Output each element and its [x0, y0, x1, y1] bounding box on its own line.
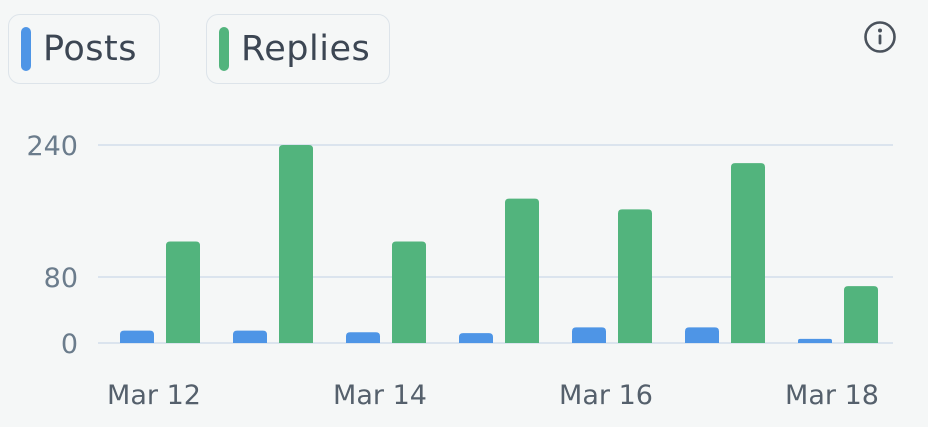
x-tick-label: Mar 16 — [559, 380, 653, 411]
legend-item-posts[interactable]: Posts — [8, 14, 160, 84]
legend-label-replies: Replies — [241, 29, 371, 69]
replies-bar-mar-17 — [731, 163, 765, 343]
legend: Posts Replies — [8, 14, 390, 84]
x-tick-label: Mar 12 — [107, 380, 201, 411]
y-tick-label: 240 — [26, 131, 78, 162]
replies-bar-mar-16 — [618, 209, 652, 343]
posts-bar-mar-18 — [798, 338, 832, 343]
x-tick-label: Mar 18 — [785, 380, 879, 411]
legend-label-posts: Posts — [43, 29, 137, 69]
y-tick-label: 0 — [61, 329, 78, 360]
replies-bar-mar-12 — [166, 241, 200, 343]
replies-bar-mar-13 — [279, 145, 313, 343]
replies-bar-mar-15 — [505, 198, 539, 343]
x-tick-label: Mar 14 — [333, 380, 427, 411]
replies-swatch — [219, 27, 229, 71]
replies-bar-mar-14 — [392, 241, 426, 343]
y-tick-label: 80 — [44, 263, 78, 294]
replies-bar-mar-18 — [844, 286, 878, 343]
posts-bar-mar-15 — [459, 333, 493, 343]
posts-bar-mar-12 — [120, 330, 154, 343]
info-circle-icon — [864, 21, 896, 53]
posts-bar-mar-14 — [346, 332, 380, 343]
posts-bar-mar-16 — [572, 327, 606, 343]
posts-bar-mar-13 — [233, 330, 267, 343]
legend-item-replies[interactable]: Replies — [206, 14, 390, 84]
posts-bar-mar-17 — [685, 327, 719, 343]
posts-swatch — [21, 27, 31, 71]
info-button[interactable] — [863, 20, 897, 54]
